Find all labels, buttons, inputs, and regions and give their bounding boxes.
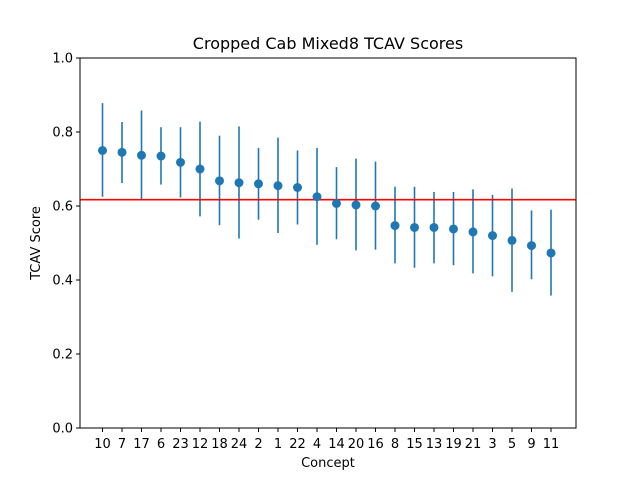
x-tick-label: 9 — [527, 437, 535, 452]
x-tick-label: 8 — [391, 437, 399, 452]
x-tick-label: 20 — [348, 437, 365, 452]
plot-frame — [79, 57, 577, 429]
data-point — [390, 221, 400, 231]
x-tick-label: 5 — [508, 437, 516, 452]
data-point — [507, 235, 517, 245]
x-tick-label: 21 — [465, 437, 482, 452]
x-tick-label: 12 — [192, 437, 209, 452]
x-tick-label: 7 — [118, 437, 126, 452]
x-tick-label: 3 — [488, 437, 496, 452]
data-point — [312, 192, 322, 202]
data-point — [293, 183, 302, 192]
data-point — [449, 224, 458, 234]
data-point — [254, 179, 263, 189]
data-point — [332, 198, 341, 208]
y-tick-label: 1.0 — [52, 52, 73, 67]
data-point — [351, 200, 361, 210]
x-tick-label: 13 — [426, 437, 443, 452]
x-tick-label: 2 — [254, 437, 262, 452]
y-tick-label: 0.4 — [52, 274, 73, 289]
data-point — [98, 146, 107, 155]
data-point — [429, 222, 439, 232]
data-point — [176, 157, 185, 167]
x-tick-label: 18 — [211, 437, 228, 452]
x-tick-label: 23 — [172, 437, 189, 452]
data-point — [488, 231, 497, 241]
data-point — [527, 241, 536, 251]
data-point — [156, 151, 166, 161]
x-tick-label: 10 — [94, 437, 111, 452]
data-point — [137, 150, 146, 160]
chart-title: Cropped Cab Mixed8 TCAV Scores — [193, 34, 463, 53]
y-tick-label: 0.8 — [52, 126, 73, 141]
plot-area — [80, 103, 576, 296]
data-point — [273, 181, 283, 191]
data-point — [117, 147, 127, 157]
x-tick-label: 15 — [406, 437, 423, 452]
y-tick-label: 0.2 — [52, 348, 73, 363]
data-point — [410, 222, 419, 232]
y-axis: 0.0 0.2 0.4 0.6 0.8 1.0 — [52, 52, 80, 437]
x-axis: 10 7 17 6 23 12 18 24 2 1 22 4 14 20 16 8 15 13 19 21 3 5 9 11 — [94, 428, 559, 452]
y-tick-label: 0.6 — [52, 200, 73, 215]
data-point — [371, 201, 380, 211]
x-tick-label: 11 — [543, 437, 560, 452]
x-tick-label: 22 — [289, 437, 306, 452]
x-tick-label: 14 — [328, 437, 345, 452]
x-tick-label: 6 — [157, 437, 165, 452]
y-axis-label: TCAV Score — [29, 206, 44, 281]
y-tick-label: 0.0 — [52, 422, 73, 437]
data-point — [215, 176, 224, 186]
data-point — [234, 178, 244, 188]
x-tick-label: 16 — [367, 437, 384, 452]
x-tick-label: 19 — [445, 437, 462, 452]
x-tick-label: 1 — [274, 437, 282, 452]
x-axis-label: Concept — [301, 456, 355, 471]
x-tick-label: 17 — [133, 437, 150, 452]
x-tick-label: 24 — [231, 437, 248, 452]
x-tick-label: 4 — [313, 437, 321, 452]
data-point — [195, 164, 205, 174]
data-point — [468, 227, 478, 237]
data-point — [546, 248, 556, 258]
